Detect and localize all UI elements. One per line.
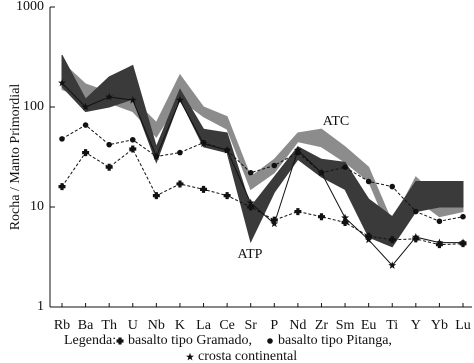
- x-tick-label: La: [196, 318, 212, 333]
- marker-cross: [82, 149, 90, 157]
- x-tick-label: Lu: [455, 318, 471, 333]
- marker-cross: [341, 218, 349, 226]
- y-tick-label: 1: [37, 299, 44, 314]
- y-tick-label: 10: [30, 199, 44, 214]
- marker-star: [388, 261, 397, 269]
- series-line: [61, 82, 463, 267]
- marker-cross: [294, 208, 302, 216]
- marker-star: [293, 145, 302, 154]
- legend-title: Legenda:: [64, 333, 116, 348]
- x-tick-label: Ba: [78, 318, 94, 333]
- marker-star: [270, 219, 279, 228]
- marker-dot: [389, 183, 396, 190]
- x-tick-label: K: [175, 318, 185, 333]
- legend-label: basalto tipo Gramado,: [128, 333, 252, 348]
- marker-cross: [105, 163, 113, 171]
- marker-dot: [460, 213, 466, 220]
- marker-dot: [267, 338, 273, 344]
- marker-star: [199, 139, 208, 148]
- x-tick-label: Nd: [289, 318, 306, 333]
- marker-dot: [342, 164, 348, 171]
- y-tick-label: 100: [23, 99, 44, 114]
- band: [61, 54, 464, 248]
- marker-dot: [271, 162, 278, 169]
- marker-star: [317, 168, 326, 177]
- band-label: ATP: [238, 247, 263, 262]
- marker-dot: [59, 136, 65, 142]
- marker-dot: [436, 218, 443, 225]
- marker-cross: [200, 185, 208, 193]
- marker-cross: [223, 192, 231, 200]
- x-tick-label: Ce: [219, 318, 235, 333]
- marker-star: [435, 238, 444, 247]
- x-tick-label: Ti: [386, 318, 398, 333]
- marker-cross: [247, 203, 255, 211]
- marker-star: [152, 152, 161, 160]
- marker-cross: [317, 213, 325, 221]
- marker-dot: [365, 178, 372, 185]
- marker-star: [81, 102, 90, 111]
- x-tick-label: Rb: [54, 318, 70, 333]
- x-tick-label: Zr: [315, 318, 329, 333]
- marker-cross: [388, 236, 396, 244]
- marker-cross: [129, 145, 137, 153]
- x-tick-label: Sm: [336, 318, 355, 333]
- marker-dot: [82, 122, 89, 128]
- marker-dot: [106, 141, 112, 148]
- x-tick-label: U: [128, 318, 138, 333]
- marker-dot: [413, 208, 419, 215]
- marker-star: [341, 213, 350, 222]
- marker-cross: [176, 180, 184, 188]
- x-tick-label: Eu: [361, 318, 377, 333]
- marker-star: [364, 235, 373, 244]
- marker-cross: [412, 235, 420, 243]
- marker-star: [186, 352, 194, 361]
- marker-star: [246, 198, 255, 207]
- marker-star: [223, 145, 232, 154]
- x-tick-label: Th: [101, 318, 117, 333]
- legend-label: crosta continental: [198, 349, 297, 363]
- x-tick-label: Sr: [244, 318, 257, 333]
- marker-star: [459, 238, 467, 247]
- x-tick-label: Yb: [431, 318, 448, 333]
- marker-star: [128, 95, 137, 104]
- x-tick-label: P: [270, 318, 278, 333]
- marker-dot: [129, 136, 136, 143]
- x-tick-label: Y: [411, 318, 421, 333]
- legend-label: basalto tipo Pitanga,: [278, 333, 392, 348]
- marker-dot: [247, 169, 254, 176]
- marker-cross: [58, 183, 66, 191]
- marker-cross: [435, 241, 443, 249]
- marker-star: [411, 232, 420, 241]
- marker-cross: [116, 337, 124, 345]
- marker-star: [175, 95, 184, 104]
- y-axis-label: Rocha / Manto Primordial: [8, 84, 23, 231]
- y-tick-label: 1000: [16, 0, 44, 14]
- marker-star: [58, 78, 66, 87]
- marker-dot: [177, 149, 183, 156]
- series-line: [61, 124, 464, 222]
- x-tick-label: Nb: [148, 318, 165, 333]
- marker-cross: [152, 192, 160, 200]
- marker-star: [105, 92, 114, 101]
- band-label: ATC: [323, 114, 349, 129]
